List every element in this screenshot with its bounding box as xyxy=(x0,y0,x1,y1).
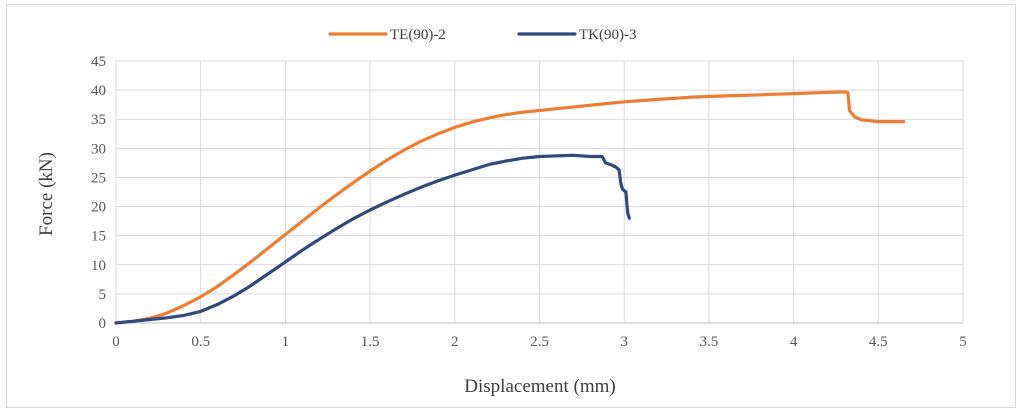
x-tick-label: 3 xyxy=(620,334,628,350)
y-tick-label: 10 xyxy=(91,258,106,274)
axes: 0 5 10 15 20 25 30 35 40 45 0 0.5 1 1.5 2 2.5 3 3.5 4 4.5 5 xyxy=(91,54,967,350)
series-line-2 xyxy=(114,153,631,325)
legend: TE(90)-2 TK(90)-3 xyxy=(328,27,636,43)
x-tick-label: 1 xyxy=(282,334,290,350)
y-tick-label: 5 xyxy=(99,287,107,303)
y-tick-label: 30 xyxy=(91,141,106,157)
chart-frame xyxy=(6,4,1016,408)
legend-label-2: TK(90)-3 xyxy=(579,27,636,43)
x-axis-label: Displacement (mm) xyxy=(464,376,615,397)
legend-label-1: TE(90)-2 xyxy=(390,27,446,43)
x-tick-label: 1.5 xyxy=(361,334,380,350)
x-tick-label: 0.5 xyxy=(191,334,210,350)
x-tick-label: 4.5 xyxy=(869,334,888,350)
y-tick-label: 45 xyxy=(91,54,106,70)
y-axis-label: Force (kN) xyxy=(36,152,57,236)
y-tick-label: 15 xyxy=(91,229,106,245)
series-line-1 xyxy=(114,90,906,325)
x-tick-label: 5 xyxy=(959,334,967,350)
x-tick-label: 2 xyxy=(451,334,459,350)
grid-lines xyxy=(115,60,964,324)
x-tick-label: 4 xyxy=(790,334,798,350)
y-tick-label: 35 xyxy=(91,112,106,128)
x-tick-label: 3.5 xyxy=(700,334,719,350)
y-tick-label: 0 xyxy=(99,316,107,332)
x-tick-label: 2.5 xyxy=(530,334,549,350)
series-lines xyxy=(114,90,906,325)
y-tick-label: 25 xyxy=(91,170,106,186)
y-tick-label: 20 xyxy=(91,200,106,216)
y-tick-label: 40 xyxy=(91,83,106,99)
x-tick-label: 0 xyxy=(112,334,120,350)
